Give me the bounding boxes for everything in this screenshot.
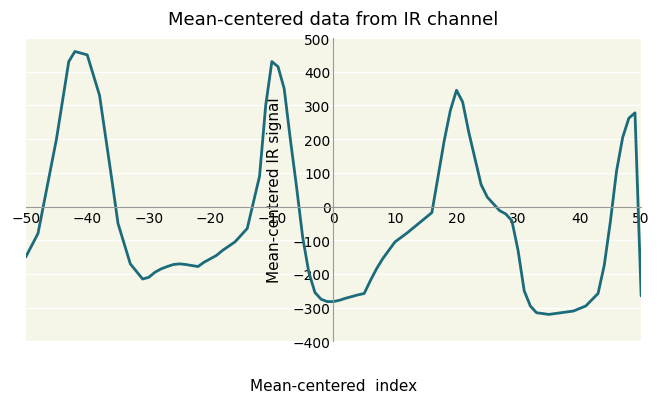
Y-axis label: Mean-centered IR signal: Mean-centered IR signal (266, 98, 282, 283)
Title: Mean-centered data from IR channel: Mean-centered data from IR channel (168, 11, 498, 29)
X-axis label: Mean-centered  index: Mean-centered index (250, 378, 417, 393)
